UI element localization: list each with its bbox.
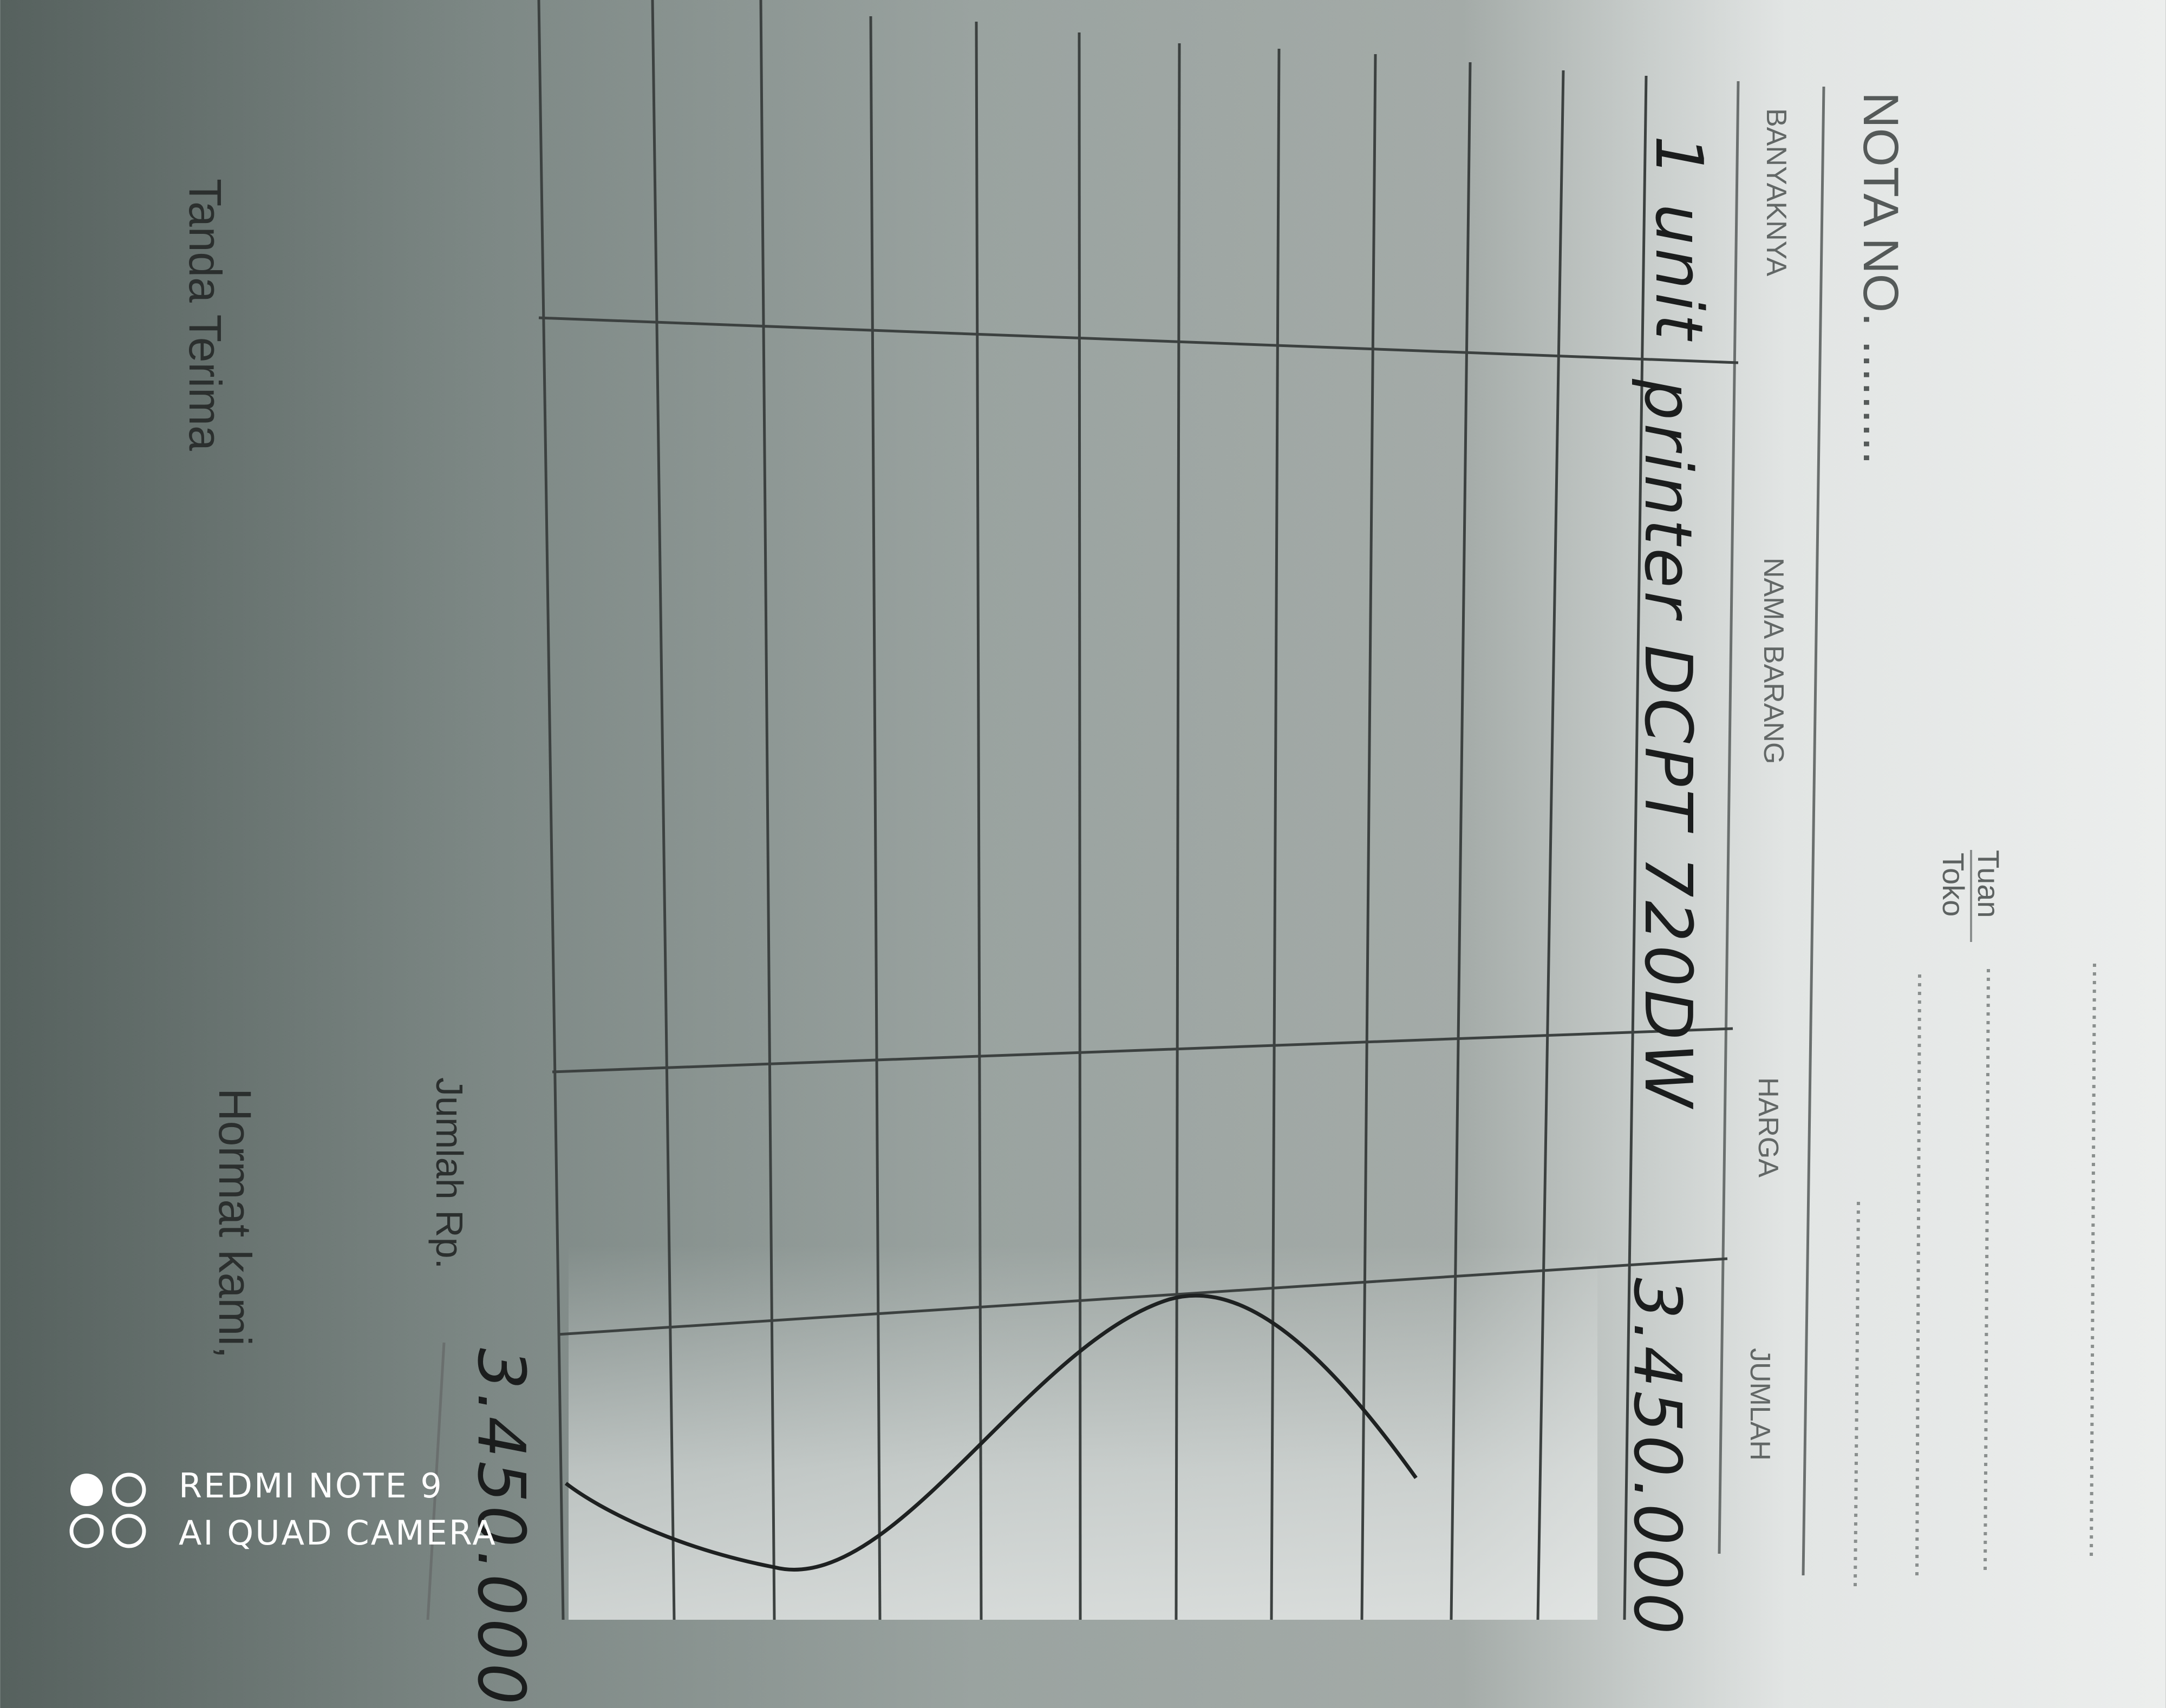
watermark-line2: AI QUAD CAMERA xyxy=(179,1513,497,1553)
camera-logo-icon xyxy=(69,1473,146,1548)
total-underline xyxy=(426,1342,446,1620)
column-header-jumlah: JUMLAH xyxy=(1744,1348,1776,1461)
table-column-line xyxy=(537,0,565,1620)
tuan-label: Tuan xyxy=(1972,850,2006,918)
toko-label: Toko xyxy=(1936,853,1971,917)
table-column-line xyxy=(1175,43,1181,1620)
dotted-line xyxy=(1854,1201,1860,1587)
row-separator xyxy=(557,1257,1728,1336)
table-column-line xyxy=(1450,62,1472,1620)
column-header-harga: HARGA xyxy=(1752,1077,1784,1177)
dotted-line xyxy=(1984,968,1990,1570)
receipt-title: NOTA NO. ......... xyxy=(1853,92,1908,465)
column-header-nama-barang: NAMA BARANG xyxy=(1758,558,1789,764)
row-item-name: printer DCPT 720DW xyxy=(1630,379,1705,1111)
row-quantity: 1 unit xyxy=(1641,135,1716,343)
dotted-line xyxy=(2090,963,2096,1560)
signature xyxy=(564,1293,1418,1572)
table-column-line xyxy=(975,21,983,1620)
receipt-table-lines xyxy=(69,0,2096,1620)
table-column-line xyxy=(1360,54,1377,1620)
dotted-line xyxy=(1915,974,1921,1576)
row-separator xyxy=(552,1027,1733,1074)
paper-highlight xyxy=(569,1245,1597,1620)
table-column-line xyxy=(1078,32,1082,1620)
tanda-terima-label: Tanda Terima xyxy=(180,179,231,451)
table-column-line xyxy=(1623,75,1648,1620)
watermark-line1: REDMI NOTE 9 xyxy=(179,1466,443,1506)
row-separator xyxy=(538,316,1739,364)
table-column-line xyxy=(759,0,776,1620)
hormat-kami-label: Hormat kami, xyxy=(210,1088,260,1359)
column-header-banyaknya: BANYAKNYA xyxy=(1760,108,1792,277)
row-amount: 3.450.000 xyxy=(1619,1278,1694,1638)
total-label: Jumlah Rp. xyxy=(428,1077,471,1269)
table-column-line xyxy=(651,0,676,1620)
table-column-line xyxy=(1802,86,1825,1576)
table-column-line xyxy=(1536,70,1565,1620)
table-column-line xyxy=(869,16,882,1620)
table-column-line xyxy=(1270,48,1281,1620)
table-column-line xyxy=(1718,81,1740,1554)
